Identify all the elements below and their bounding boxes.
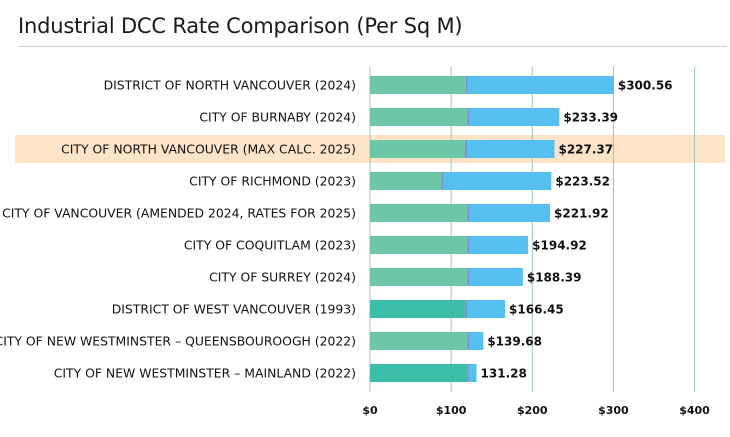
bar-10-segment-2[interactable] [467,364,470,382]
x-tick-label-300: $300 [598,404,629,417]
value-label-1: $300.56 [618,79,673,93]
category-label-7: CITY OF SURREY (2024) [209,270,356,285]
bar-8-segment-1[interactable] [370,300,465,318]
category-label-5: CITY OF VANCOUVER (AMENDED 2024, RATES F… [2,206,356,221]
bar-10-segment-3[interactable] [469,364,477,382]
bar-5-segment-3[interactable] [469,204,551,222]
category-label-2: CITY OF BURNABY (2024) [199,110,356,125]
title-divider [18,46,727,47]
value-label-10: 131.28 [481,367,527,381]
category-label-8: DISTRICT OF WEST VANCOUVER (1993) [112,302,356,317]
category-label-4: CITY OF RICHMOND (2023) [189,174,356,189]
bar-6-segment-1[interactable] [370,236,468,254]
bar-1-segment-2[interactable] [465,76,468,94]
bar-9-segment-1[interactable] [370,332,468,350]
bar-3-segment-2[interactable] [464,140,467,158]
category-label-1: DISTRICT OF NORTH VANCOUVER (2024) [104,78,356,93]
value-label-3: $227.37 [558,143,613,157]
category-label-10: CITY OF NEW WESTMINSTER – MAINLAND (2022… [54,366,356,381]
bar-6-segment-3[interactable] [469,236,529,254]
x-tick-label-100: $100 [436,404,467,417]
bar-2-segment-2[interactable] [467,108,470,126]
bar-2-segment-1[interactable] [370,108,468,126]
category-label-9: CITY OF NEW WESTMINSTER – QUEENSBOUROOGH… [0,334,356,349]
value-label-7: $188.39 [527,271,582,285]
chart-title: Industrial DCC Rate Comparison (Per Sq M… [18,14,463,38]
bar-3-segment-3[interactable] [466,140,555,158]
bar-4-segment-2[interactable] [441,172,444,190]
value-label-6: $194.92 [532,239,587,253]
bar-7-segment-1[interactable] [370,268,468,286]
category-label-6: CITY OF COQUITLAM (2023) [184,238,356,253]
x-tick-label-400: $400 [679,404,710,417]
bar-5-segment-2[interactable] [467,204,470,222]
value-label-2: $233.39 [563,111,618,125]
bar-9-segment-3[interactable] [469,332,484,350]
bar-9-segment-2[interactable] [467,332,470,350]
bar-4-segment-1[interactable] [370,172,442,190]
bar-1-segment-1[interactable] [370,76,466,94]
value-label-4: $223.52 [555,175,610,189]
bar-7-segment-2[interactable] [467,268,470,286]
bar-6-segment-2[interactable] [467,236,470,254]
bar-5-segment-1[interactable] [370,204,468,222]
x-tick-label-0: $0 [362,404,378,417]
bar-8-segment-2[interactable] [464,300,467,318]
x-tick-label-200: $200 [517,404,548,417]
value-label-5: $221.92 [554,207,609,221]
category-label-3: CITY OF NORTH VANCOUVER (MAX CALC. 2025) [61,142,356,157]
value-label-8: $166.45 [509,303,564,317]
bar-3-segment-1[interactable] [370,140,465,158]
bar-2-segment-3[interactable] [469,108,560,126]
bar-4-segment-3[interactable] [443,172,552,190]
bar-7-segment-3[interactable] [469,268,523,286]
value-label-9: $139.68 [487,335,542,349]
bar-8-segment-3[interactable] [466,300,506,318]
bar-10-segment-1[interactable] [370,364,468,382]
bar-1-segment-3[interactable] [467,76,614,94]
